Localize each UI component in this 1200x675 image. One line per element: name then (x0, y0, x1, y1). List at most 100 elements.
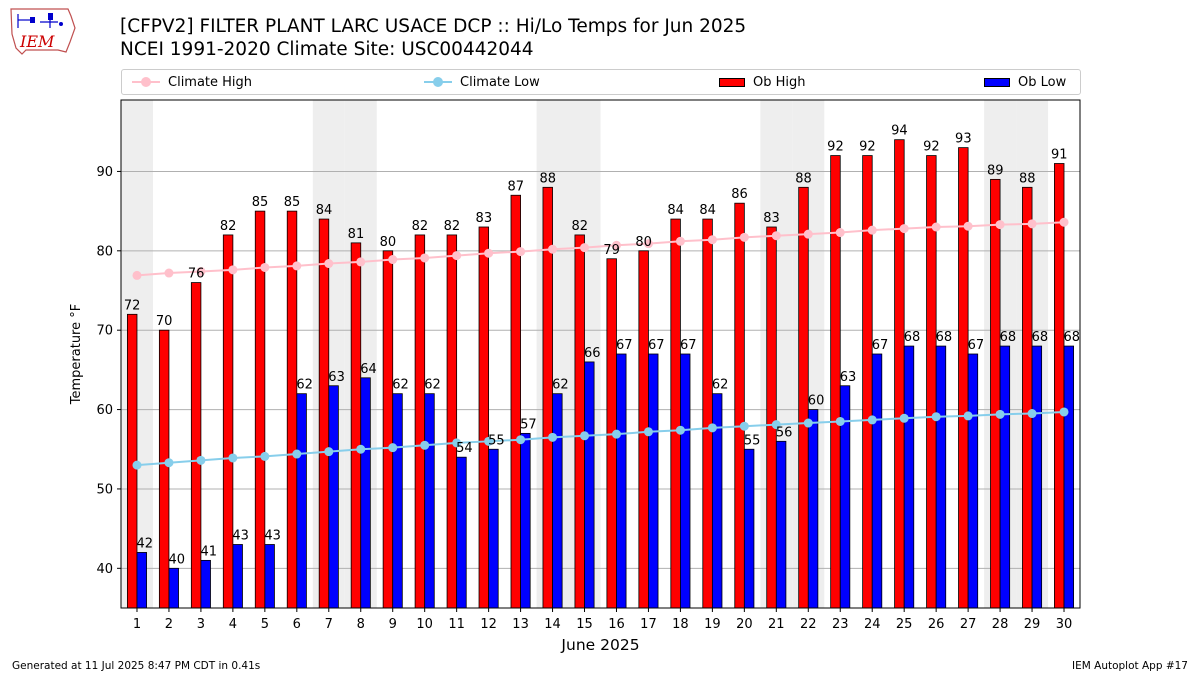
ob-high-bar (766, 226, 777, 609)
ob-high-bar (1022, 186, 1033, 609)
ob-low-bar (360, 377, 371, 609)
climate-high-point (675, 236, 685, 246)
chart-title: [CFPV2] FILTER PLANT LARC USACE DCP :: H… (120, 16, 747, 37)
ob-low-bar (136, 552, 147, 609)
ob-low-label: 54 (456, 441, 473, 456)
chart-subtitle: NCEI 1991-2020 Climate Site: USC00442044 (120, 39, 534, 60)
x-tick-label: 8 (357, 617, 365, 632)
ob-high-label: 70 (156, 314, 173, 329)
x-tick-label: 29 (1024, 617, 1041, 632)
ob-low-label: 67 (872, 338, 889, 353)
x-tick-label: 1 (133, 617, 141, 632)
climate-low-point (196, 455, 206, 465)
ob-low-bar (488, 448, 499, 609)
climate-high-point (228, 265, 238, 275)
ob-low-label: 62 (296, 378, 313, 393)
x-tick-label: 24 (864, 617, 881, 632)
ob-high-bar (510, 194, 521, 609)
ob-low-label: 62 (552, 378, 569, 393)
ob-high-bar (862, 155, 873, 609)
legend-swatch (719, 77, 745, 87)
ob-high-label: 88 (539, 171, 556, 186)
ob-high-label: 92 (827, 140, 844, 155)
ob-high-bar (990, 178, 1001, 609)
ob-low-label: 62 (392, 378, 409, 393)
ob-high-label: 92 (923, 140, 940, 155)
ob-low-bar (328, 385, 339, 609)
climate-low-point (771, 420, 781, 430)
ob-low-label: 55 (744, 433, 761, 448)
ob-high-label: 83 (476, 211, 493, 226)
ob-high-label: 80 (380, 235, 397, 250)
climate-high-point (1059, 217, 1069, 227)
x-tick-label: 23 (832, 617, 849, 632)
ob-high-label: 84 (699, 203, 716, 218)
ob-high-bar (158, 329, 170, 609)
climate-low-point (132, 460, 142, 470)
x-tick-label: 10 (416, 617, 433, 632)
ob-low-label: 40 (168, 552, 185, 567)
ob-low-bar (775, 440, 787, 609)
legend-item-ob-high: Ob High (719, 70, 806, 94)
climate-low-point (675, 425, 685, 435)
ob-high-label: 88 (795, 171, 812, 186)
legend-item-ob-low: Ob Low (984, 70, 1066, 94)
ob-low-label: 67 (680, 338, 697, 353)
weekend-shade (984, 100, 1017, 608)
climate-high-point (963, 221, 973, 231)
ob-low-bar (552, 393, 563, 609)
ob-low-bar (871, 353, 883, 609)
climate-high-point (484, 248, 494, 258)
ob-low-bar (711, 393, 723, 609)
climate-high-point (516, 247, 526, 257)
x-tick-label: 30 (1056, 617, 1073, 632)
ob-low-bar (264, 544, 275, 609)
ob-low-label: 57 (520, 417, 537, 432)
x-tick-label: 17 (640, 617, 657, 632)
ob-high-label: 85 (252, 195, 269, 210)
ob-high-label: 92 (859, 140, 876, 155)
climate-high-point (707, 235, 717, 245)
ob-high-label: 94 (891, 124, 908, 139)
climate-low-point (356, 444, 366, 454)
climate-high-point (196, 266, 206, 276)
ob-low-bar (1031, 345, 1043, 609)
ob-high-bar (1054, 163, 1065, 609)
climate-low-point (611, 429, 621, 439)
ob-low-label: 68 (936, 330, 953, 345)
x-tick-label: 14 (544, 617, 561, 632)
y-axis-label: Temperature °F (69, 304, 84, 405)
ob-low-bar (903, 345, 915, 609)
plot-frame (120, 99, 1081, 609)
legend-swatch (984, 77, 1010, 87)
ob-high-label: 84 (316, 203, 333, 218)
ob-low-label: 63 (840, 370, 857, 385)
ob-high-label: 83 (763, 211, 780, 226)
climate-low-point (420, 440, 430, 450)
climate-high-point (771, 231, 781, 241)
x-tick-label: 25 (896, 617, 913, 632)
ob-high-label: 93 (955, 132, 972, 147)
ob-high-bar (446, 234, 458, 609)
climate-low-point (1059, 407, 1069, 417)
x-tick-label: 28 (992, 617, 1009, 632)
x-tick-label: 16 (608, 617, 625, 632)
ob-high-bar (478, 226, 490, 609)
generated-timestamp: Generated at 11 Jul 2025 8:47 PM CDT in … (12, 660, 261, 672)
x-tick-label: 4 (229, 617, 237, 632)
ob-low-label: 67 (648, 338, 665, 353)
x-tick-label: 12 (480, 617, 497, 632)
ob-low-bar (200, 559, 211, 609)
ob-high-label: 91 (1051, 148, 1068, 163)
ob-low-bar (839, 385, 851, 609)
climate-high-point (611, 240, 621, 250)
climate-low-point (803, 418, 813, 428)
x-tick-label: 15 (576, 617, 593, 632)
logo-text: IEM (19, 32, 55, 51)
ob-low-label: 42 (137, 536, 154, 551)
ob-low-bar (424, 393, 435, 609)
x-tick-label: 27 (960, 617, 977, 632)
weekend-shade (344, 100, 377, 608)
legend-label: Ob Low (1018, 74, 1067, 90)
x-tick-label: 13 (512, 617, 529, 632)
